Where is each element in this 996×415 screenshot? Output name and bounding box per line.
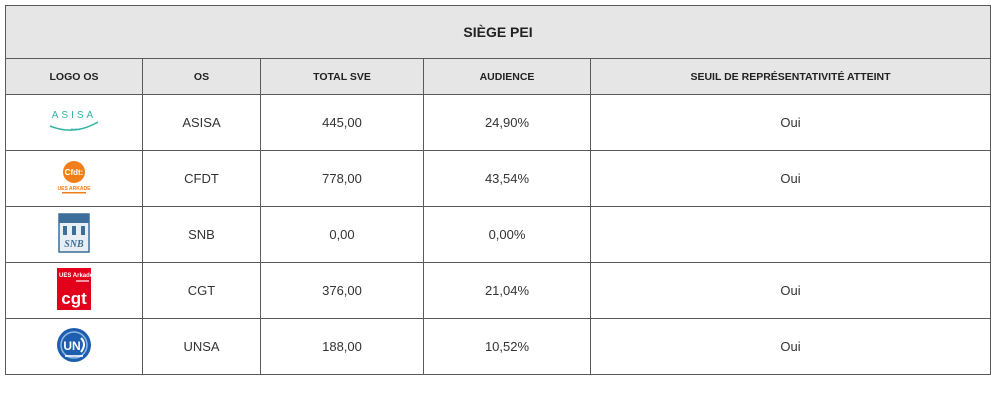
audience-cell: 43,54%: [423, 150, 591, 207]
seuil-cell: Oui: [589, 94, 992, 151]
results-table: SIÈGE PEI LOGO OS OS TOTAL SVE AUDIENCE …: [4, 5, 992, 375]
total-sve-cell: 0,00: [260, 206, 424, 263]
svg-text:UN: UN: [63, 339, 80, 353]
audience-cell: 24,90%: [423, 94, 591, 151]
logo-cell: UES Arkade cgt: [5, 262, 143, 319]
total-sve-cell: 188,00: [260, 318, 424, 375]
cfdt-logo: Cfdt: UES ARKADE: [54, 157, 94, 200]
audience-cell: 10,52%: [423, 318, 591, 375]
cgt-logo: UES Arkade cgt: [57, 268, 94, 313]
table-row: UES Arkade cgt CGT 376,00 21,04% Oui: [5, 262, 992, 319]
os-cell: CGT: [142, 262, 261, 319]
table-title: SIÈGE PEI: [4, 5, 992, 59]
seuil-cell: [589, 206, 992, 263]
asisa-logo: ASISA •••••: [46, 106, 102, 139]
logo-cell: Cfdt: UES ARKADE: [5, 150, 143, 207]
svg-text:ASISA: ASISA: [52, 110, 96, 121]
table-row: SNB SNB 0,00 0,00%: [5, 206, 992, 263]
svg-text:SNB: SNB: [64, 239, 84, 250]
seuil-cell: Oui: [589, 262, 992, 319]
seuil-cell: Oui: [589, 150, 992, 207]
total-sve-cell: 445,00: [260, 94, 424, 151]
audience-cell: 21,04%: [423, 262, 591, 319]
svg-text:•••••: •••••: [71, 127, 78, 131]
svg-text:cgt: cgt: [61, 289, 87, 308]
svg-text:Cfdt:: Cfdt:: [65, 168, 84, 177]
os-cell: SNB: [142, 206, 261, 263]
table-row: ASISA ••••• ASISA 445,00 24,90% Oui: [5, 94, 992, 151]
logo-cell: ASISA •••••: [5, 94, 143, 151]
header-audience: AUDIENCE: [423, 58, 591, 95]
snb-logo: SNB: [58, 213, 90, 256]
header-total-sve: TOTAL SVE: [260, 58, 424, 95]
os-cell: ASISA: [142, 94, 261, 151]
table-row: Cfdt: UES ARKADE CFDT 778,00 43,54% Oui: [5, 150, 992, 207]
logo-cell: UN: [5, 318, 143, 375]
header-logo-os: LOGO OS: [5, 58, 143, 95]
seuil-cell: Oui: [589, 318, 992, 375]
audience-cell: 0,00%: [423, 206, 591, 263]
svg-text:UES ARKADE: UES ARKADE: [58, 186, 92, 192]
logo-cell: SNB: [5, 206, 143, 263]
total-sve-cell: 376,00: [260, 262, 424, 319]
unsa-logo: UN: [55, 326, 93, 367]
os-cell: CFDT: [142, 150, 261, 207]
svg-text:UES Arkade: UES Arkade: [59, 273, 91, 279]
os-cell: UNSA: [142, 318, 261, 375]
header-seuil: SEUIL DE REPRÉSENTATIVITÉ ATTEINT: [589, 58, 992, 95]
table-row: UN UNSA 188,00 10,52% Oui: [5, 318, 992, 375]
total-sve-cell: 778,00: [260, 150, 424, 207]
header-os: OS: [142, 58, 261, 95]
